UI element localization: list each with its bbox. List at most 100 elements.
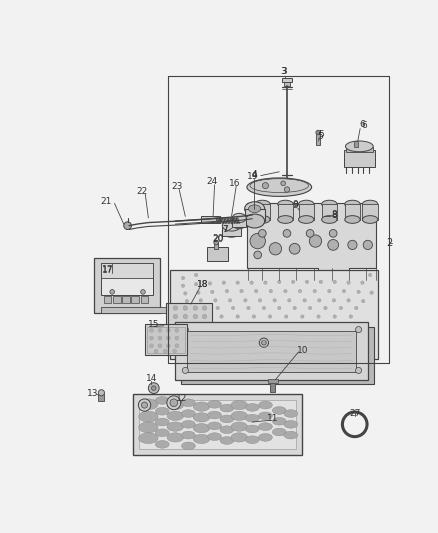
Ellipse shape bbox=[258, 423, 272, 431]
Ellipse shape bbox=[166, 422, 183, 431]
Circle shape bbox=[98, 390, 104, 396]
Circle shape bbox=[258, 230, 265, 237]
Circle shape bbox=[346, 417, 362, 432]
Ellipse shape bbox=[232, 213, 246, 223]
Text: 2: 2 bbox=[385, 238, 392, 248]
Ellipse shape bbox=[344, 216, 359, 223]
Ellipse shape bbox=[246, 178, 311, 196]
Circle shape bbox=[332, 280, 336, 284]
Circle shape bbox=[346, 298, 350, 302]
Circle shape bbox=[367, 273, 371, 277]
Circle shape bbox=[124, 222, 131, 230]
Text: 23: 23 bbox=[171, 182, 182, 191]
Circle shape bbox=[237, 340, 240, 343]
Circle shape bbox=[183, 314, 187, 319]
Circle shape bbox=[327, 289, 330, 293]
Bar bbox=[166, 303, 212, 335]
Text: 13: 13 bbox=[87, 389, 99, 398]
Circle shape bbox=[280, 181, 285, 185]
Ellipse shape bbox=[181, 431, 195, 439]
Ellipse shape bbox=[155, 397, 169, 405]
Circle shape bbox=[276, 324, 279, 327]
Circle shape bbox=[158, 336, 162, 340]
Circle shape bbox=[189, 315, 192, 318]
Circle shape bbox=[166, 344, 170, 348]
Circle shape bbox=[268, 315, 271, 318]
Bar bbox=[113, 296, 120, 303]
Bar bbox=[267, 379, 277, 383]
Ellipse shape bbox=[219, 437, 233, 445]
Circle shape bbox=[327, 239, 338, 251]
Circle shape bbox=[194, 282, 198, 286]
Circle shape bbox=[174, 328, 178, 332]
Ellipse shape bbox=[155, 440, 169, 448]
Ellipse shape bbox=[283, 421, 297, 428]
Ellipse shape bbox=[155, 418, 169, 426]
Polygon shape bbox=[246, 203, 374, 280]
Circle shape bbox=[140, 289, 145, 294]
Circle shape bbox=[300, 315, 304, 318]
Circle shape bbox=[292, 324, 296, 327]
Circle shape bbox=[191, 324, 194, 327]
Ellipse shape bbox=[200, 334, 211, 341]
Circle shape bbox=[158, 344, 162, 348]
Circle shape bbox=[149, 336, 153, 340]
Bar bbox=[353, 141, 357, 147]
Circle shape bbox=[284, 187, 289, 192]
Bar bbox=[244, 209, 264, 221]
Ellipse shape bbox=[193, 413, 209, 422]
Ellipse shape bbox=[207, 433, 221, 440]
Ellipse shape bbox=[230, 433, 247, 442]
Text: 6: 6 bbox=[359, 120, 364, 130]
Circle shape bbox=[204, 336, 207, 339]
Circle shape bbox=[328, 230, 336, 237]
Bar bbox=[94, 258, 159, 313]
Text: 27: 27 bbox=[348, 409, 360, 418]
Circle shape bbox=[149, 328, 153, 332]
Ellipse shape bbox=[272, 417, 286, 425]
Bar bbox=[346, 147, 372, 152]
Ellipse shape bbox=[138, 411, 158, 422]
Circle shape bbox=[268, 289, 272, 293]
Circle shape bbox=[253, 251, 261, 259]
Ellipse shape bbox=[283, 410, 297, 417]
Circle shape bbox=[277, 280, 280, 284]
Circle shape bbox=[110, 289, 114, 294]
Text: 7: 7 bbox=[221, 225, 227, 234]
Circle shape bbox=[283, 289, 286, 293]
Circle shape bbox=[261, 306, 265, 310]
Bar bbox=[283, 83, 290, 85]
Circle shape bbox=[355, 367, 361, 374]
Bar bbox=[100, 308, 166, 313]
Circle shape bbox=[259, 338, 268, 348]
Text: 9: 9 bbox=[292, 200, 298, 209]
Circle shape bbox=[193, 306, 197, 310]
Circle shape bbox=[174, 336, 178, 340]
Text: 4: 4 bbox=[251, 171, 257, 180]
Text: 18: 18 bbox=[197, 280, 208, 289]
Text: 11: 11 bbox=[267, 415, 278, 423]
Ellipse shape bbox=[345, 141, 372, 152]
Circle shape bbox=[309, 235, 321, 247]
Circle shape bbox=[208, 324, 211, 327]
Circle shape bbox=[151, 386, 156, 391]
Bar bbox=[139, 400, 296, 449]
Ellipse shape bbox=[193, 424, 209, 433]
Ellipse shape bbox=[321, 216, 336, 223]
Bar bbox=[277, 204, 293, 220]
Text: 20: 20 bbox=[212, 235, 223, 244]
Ellipse shape bbox=[272, 407, 286, 414]
Circle shape bbox=[304, 280, 308, 284]
Ellipse shape bbox=[254, 216, 269, 223]
Ellipse shape bbox=[258, 401, 272, 409]
Circle shape bbox=[202, 306, 206, 310]
Circle shape bbox=[141, 402, 147, 408]
Bar bbox=[298, 204, 313, 220]
Ellipse shape bbox=[244, 214, 264, 228]
Bar bbox=[222, 225, 240, 237]
Ellipse shape bbox=[327, 334, 338, 340]
Ellipse shape bbox=[138, 422, 158, 433]
Circle shape bbox=[323, 340, 326, 344]
Circle shape bbox=[219, 315, 223, 318]
Circle shape bbox=[193, 324, 197, 328]
